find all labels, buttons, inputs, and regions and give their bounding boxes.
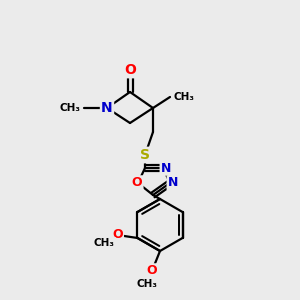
Text: O: O — [132, 176, 142, 190]
Text: CH₃: CH₃ — [173, 92, 194, 102]
Text: CH₃: CH₃ — [136, 279, 158, 289]
Text: N: N — [168, 176, 178, 190]
Text: O: O — [112, 229, 123, 242]
Text: O: O — [124, 63, 136, 77]
Text: N: N — [161, 161, 171, 175]
Text: N: N — [101, 101, 113, 115]
Text: O: O — [147, 265, 157, 278]
Text: CH₃: CH₃ — [59, 103, 80, 113]
Text: S: S — [140, 148, 150, 162]
Text: CH₃: CH₃ — [94, 238, 115, 248]
